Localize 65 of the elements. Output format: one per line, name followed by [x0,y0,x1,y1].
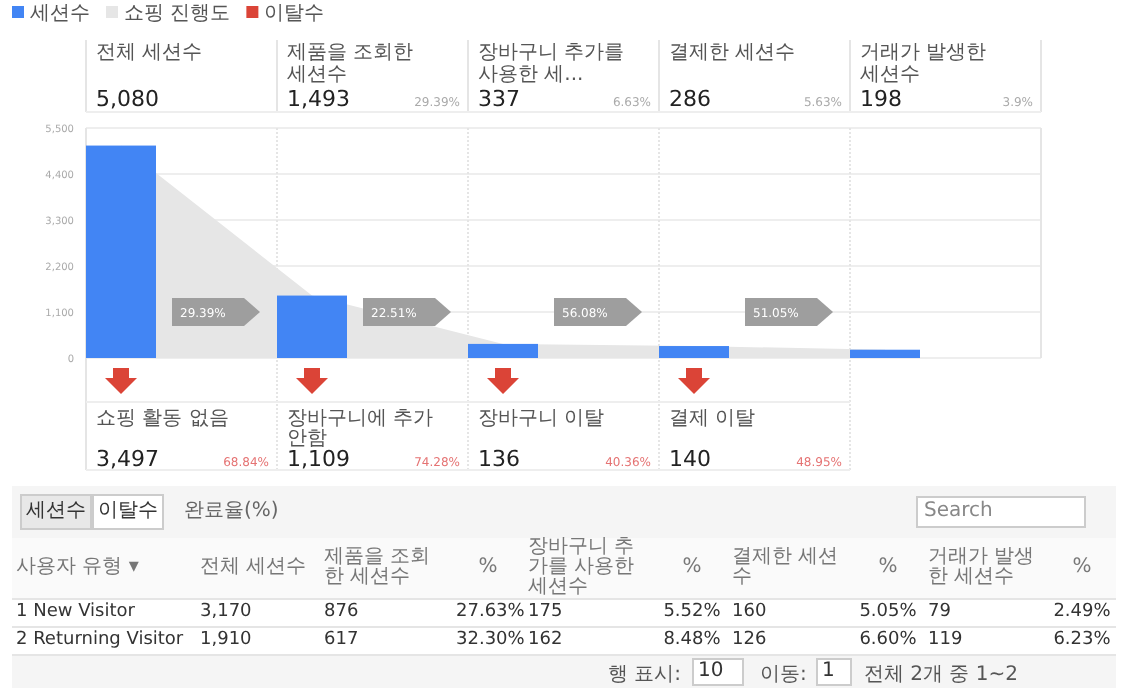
x-tick-label: 결제한 세션수 [669,42,796,64]
text: 쇼핑 활동 없음 [96,408,229,430]
category-label: % [852,538,924,599]
x-tick-label: 거래가 발생한 세션수 [860,42,987,86]
category-label: % [452,538,524,599]
text: 세션수 [20,494,92,530]
data-label: 5.05% [852,599,924,627]
data-label: 2.49% [1048,599,1116,627]
data-label: 32.30% [452,627,525,655]
data-label: 1,910 [196,627,320,655]
category-label: % [1048,538,1116,599]
x-tick-label: 장바구니 추가를 사용한 세... [478,42,625,86]
text: 136 [478,446,520,472]
text: 286 [669,86,711,112]
text: 이탈수 [92,494,164,530]
data-label: 175 [524,599,656,627]
category-label: % [656,538,728,599]
series-label: 1 New Visitor [12,599,196,627]
text: 사용자 유형 ▾ [12,538,196,599]
text: 140 [669,446,711,472]
bar [86,145,156,358]
text: 전체 2개 중 1~2 [864,662,1019,688]
category-label: 결제한 세션수 [728,538,852,599]
data-label: 27.63% [452,599,525,627]
text: 337 [478,86,520,112]
category-label: 전체 세션수 [196,538,320,599]
data-label: 5.52% [656,599,728,627]
text: 완료율(%) [184,498,279,526]
data-label: 6.23% [1048,627,1116,655]
data-label: 876 [320,599,452,627]
bar [850,349,920,358]
data-label: 3,170 [196,599,320,627]
category-label: 거래가 발생한 세션수 [924,538,1048,599]
text: Search [916,496,1086,528]
text: 장바구니 이탈 [478,408,605,430]
text: 198 [860,86,902,112]
legend-label: 세션수 [30,3,90,25]
bar [659,346,729,358]
text: 결제 이탈 [669,408,756,430]
text: 이탈수 [264,3,325,25]
data-label: 6.60% [852,627,924,655]
legend-label: 쇼핑 진행도 [124,3,231,25]
text: 이동: [760,662,807,688]
text: 1,109 [287,446,350,472]
text: 1 [816,658,852,686]
data-label: 119 [924,627,1048,655]
bar [277,295,347,358]
category-label: 제품을 조회한 세션수 [320,538,452,599]
text: 3,497 [96,446,159,472]
data-label: 8.48% [656,627,728,655]
text: 5,080 [96,86,159,112]
data-label: 162 [524,627,656,655]
x-tick-label: 제품을 조회한 세션수 [287,42,414,86]
bar [468,343,538,358]
data-label: 79 [924,599,1048,627]
data-label: 126 [728,627,852,655]
text: 장바구니에 추가 안함 [287,408,434,450]
series-label: 2 Returning Visitor [12,627,196,655]
text: 1,493 [287,86,350,112]
text: 10 [692,658,744,686]
data-label: 160 [728,599,852,627]
category-label: 장바구니 추가를 사용한 세션수 [524,536,656,599]
text: 행 표시: [608,662,682,688]
data-label: 617 [320,627,452,655]
x-tick-label: 전체 세션수 [96,42,203,64]
